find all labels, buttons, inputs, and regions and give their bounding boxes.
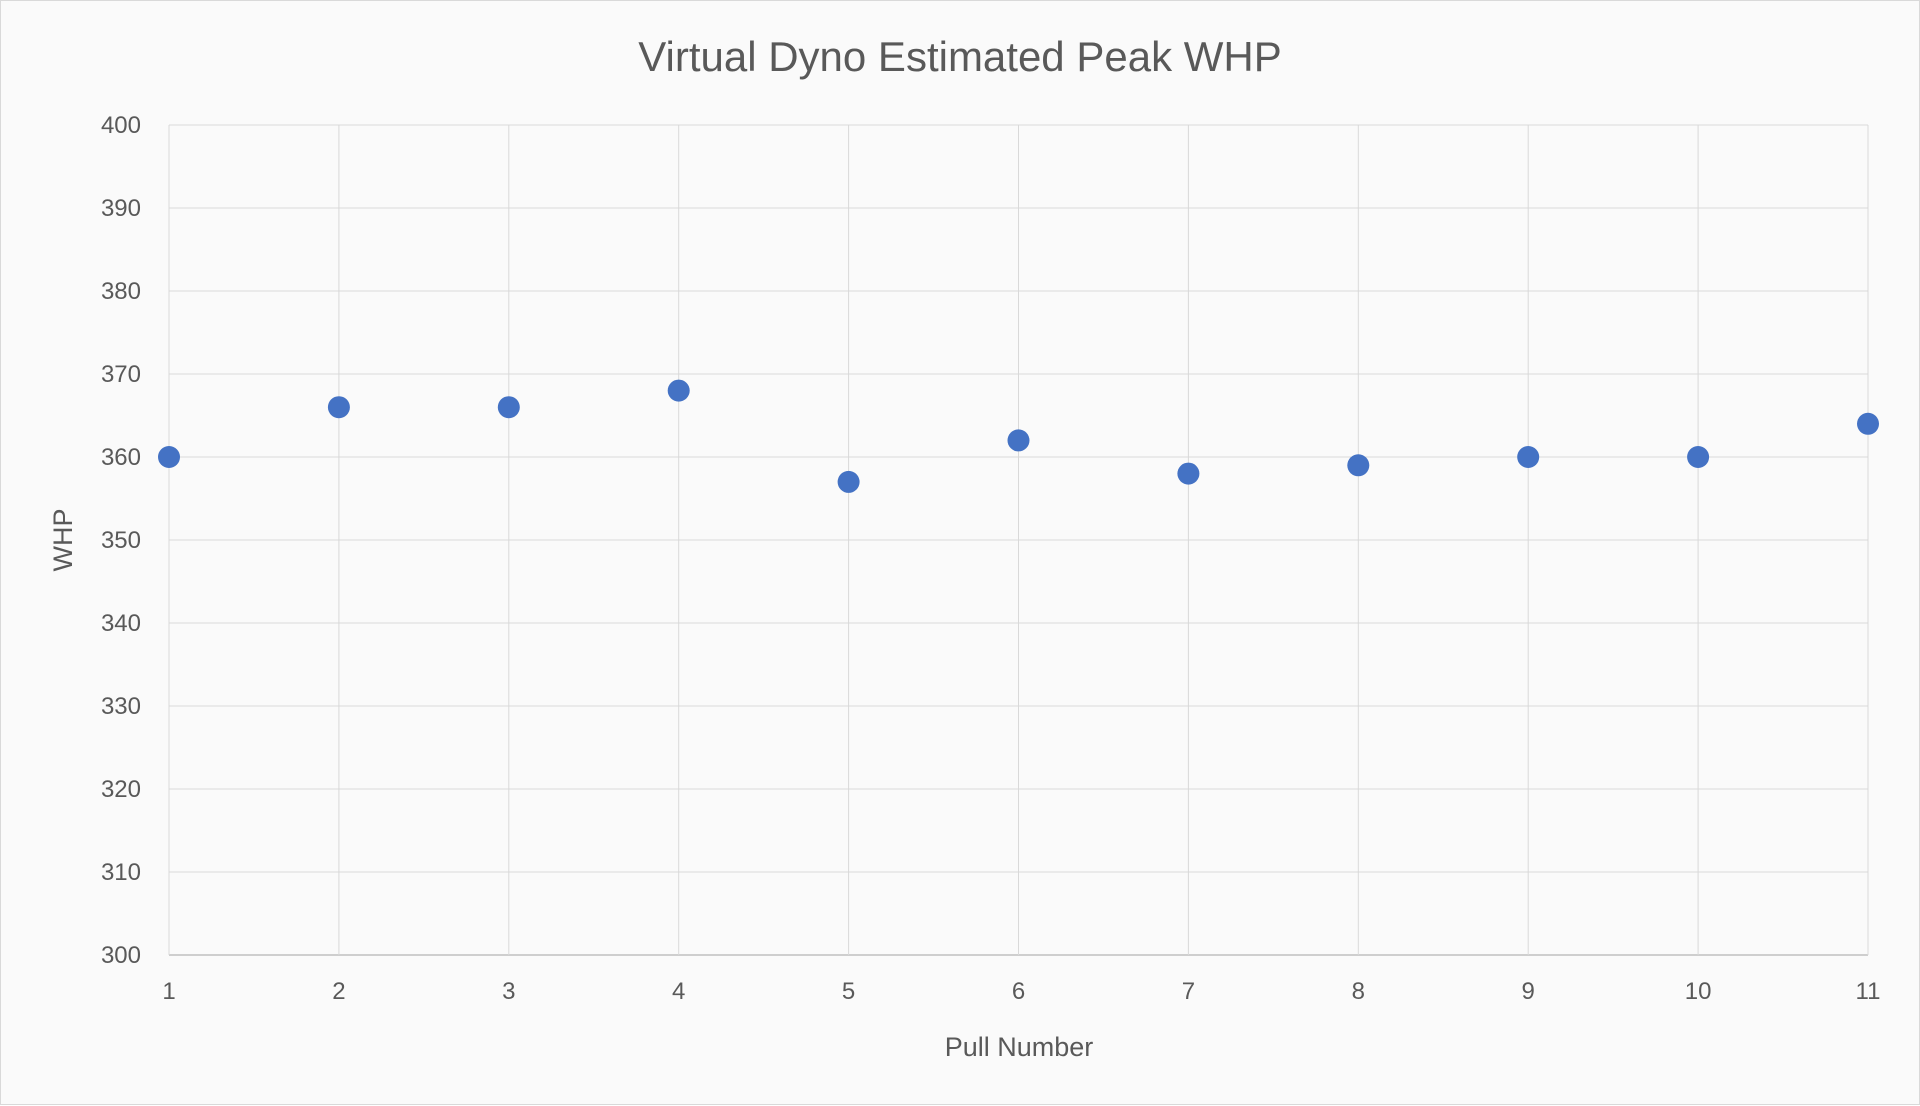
x-tick-label: 11 (1856, 978, 1881, 1005)
data-point (1687, 446, 1710, 468)
x-tick-label: 8 (1352, 978, 1365, 1005)
y-axis-label: WHP (48, 509, 78, 572)
x-tick-label: 10 (1685, 978, 1712, 1005)
y-tick-label: 390 (101, 195, 141, 222)
x-tick-label: 1 (162, 978, 175, 1005)
x-tick-label: 9 (1522, 978, 1535, 1005)
x-tick-label: 5 (842, 978, 855, 1005)
x-tick-label: 3 (502, 978, 515, 1005)
x-tick-label: 2 (332, 978, 345, 1005)
y-tick-label: 340 (101, 610, 141, 637)
y-tick-label: 400 (101, 112, 141, 139)
data-point (497, 396, 520, 419)
data-point (667, 379, 690, 402)
data-point (1177, 462, 1200, 485)
x-tick-label: 7 (1182, 978, 1195, 1005)
y-tick-label: 310 (101, 859, 141, 886)
data-point (327, 396, 350, 419)
chart-title: Virtual Dyno Estimated Peak WHP (638, 33, 1281, 80)
data-point (1347, 454, 1370, 477)
data-point (158, 446, 180, 468)
y-axis-ticks: 300 310 320 330 340 350 360 370 380 390 400 (101, 112, 141, 969)
data-point (1007, 429, 1030, 452)
gridlines (168, 124, 1869, 956)
y-tick-label: 300 (101, 942, 141, 969)
data-point (1857, 412, 1879, 435)
y-tick-label: 330 (101, 693, 141, 720)
x-tick-label: 4 (672, 978, 685, 1005)
y-tick-label: 350 (101, 527, 141, 554)
y-tick-label: 380 (101, 278, 141, 305)
data-points (158, 379, 1879, 493)
y-tick-label: 370 (101, 361, 141, 388)
data-point (1517, 446, 1540, 468)
data-point (837, 470, 860, 493)
x-axis-ticks: 1 2 3 4 5 6 7 8 9 10 11 (162, 978, 1880, 1005)
x-tick-label: 6 (1012, 978, 1025, 1005)
y-tick-label: 360 (101, 444, 141, 471)
y-tick-label: 320 (101, 776, 141, 803)
x-axis-label: Pull Number (945, 1032, 1094, 1062)
